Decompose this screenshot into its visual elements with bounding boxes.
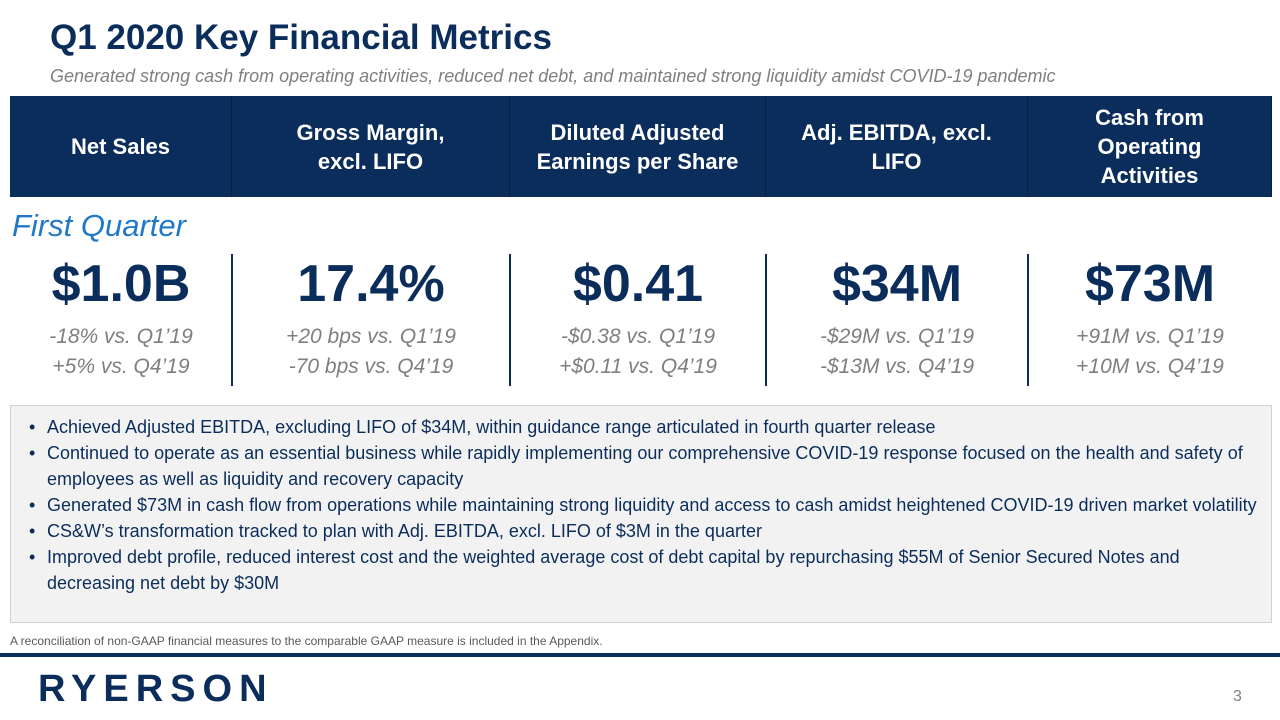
header-line: Cash from [1095,105,1204,130]
header-line: excl. LIFO [317,148,424,174]
metric-comparison: +20 bps vs. Q1’19 [286,325,456,348]
bullet: CS&W’s transformation tracked to plan wi… [23,518,1263,544]
header-line: Operating [1097,134,1202,159]
metric-header: Adj. EBITDA, excl. LIFO [766,96,1028,197]
column-separator [765,254,767,386]
metric-value: $73M [1084,255,1216,313]
header-line: Net Sales [70,134,171,159]
subtitle: Generated strong cash from operating act… [50,66,1056,86]
bullet: Generated $73M in cash flow from operati… [23,492,1263,518]
metric-header: Net Sales [10,96,232,197]
metric-value: 17.4% [297,255,445,313]
bullet: Continued to operate as an essential bus… [23,440,1263,492]
page-number: 3 [1233,688,1242,705]
column-separator [509,254,511,386]
header-line: Gross Margin, [296,119,445,145]
header-line: Diluted Adjusted [550,119,725,145]
metric-header: Cash from Operating Activities [1028,96,1272,197]
bullet: Achieved Adjusted EBITDA, excluding LIFO… [23,414,1263,440]
metric-comparison: -70 bps vs. Q4’19 [288,355,454,378]
metric-comparison: -$0.38 vs. Q1’19 [560,325,716,348]
footnote: A reconciliation of non-GAAP financial m… [10,634,603,648]
header-band [10,96,1272,197]
metric-comparison: -$13M vs. Q4’19 [819,355,975,378]
title: Q1 2020 Key Financial Metrics [50,18,552,57]
metric-value: $0.41 [572,255,704,313]
metric-comparison: +10M vs. Q4’19 [1076,355,1224,378]
footer-rule [0,653,1280,657]
column-separator [231,254,233,386]
period-label: First Quarter [12,208,186,243]
logo: RYERSON [38,668,274,710]
bullet: Improved debt profile, reduced interest … [23,544,1263,596]
metric-comparison: -$29M vs. Q1’19 [819,325,975,348]
metric-comparison: +$0.11 vs. Q4’19 [559,355,717,378]
metric-comparison: +5% vs. Q4’19 [52,355,190,378]
column-separator [1027,254,1029,386]
metric-comparison: -18% vs. Q1’19 [49,325,193,348]
bullet-box: Achieved Adjusted EBITDA, excluding LIFO… [10,405,1272,623]
header-line: Activities [1100,163,1199,188]
metric-header: Diluted Adjusted Earnings per Share [510,96,766,197]
metric-value: $1.0B [51,255,191,313]
metric-value: $34M [831,255,963,313]
header-line: LIFO [871,148,922,174]
header-line: Adj. EBITDA, excl. [801,119,992,145]
header-line: Earnings per Share [536,148,739,174]
metric-header: Gross Margin, excl. LIFO [232,96,510,197]
metric-comparison: +91M vs. Q1’19 [1076,325,1224,348]
